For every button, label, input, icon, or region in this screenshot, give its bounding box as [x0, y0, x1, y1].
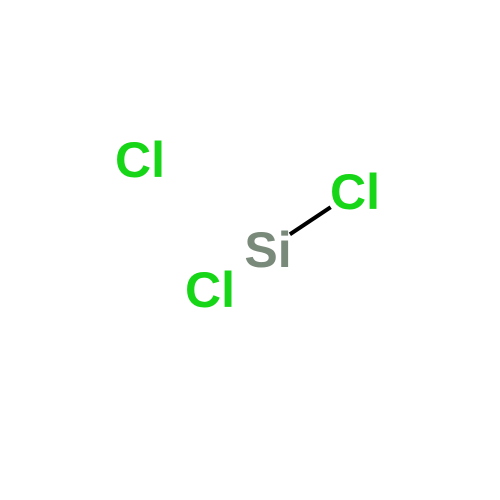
atom-cl1: Cl	[330, 163, 380, 221]
atom-cl3: Cl	[115, 131, 165, 189]
molecule-canvas: SiClClCl	[0, 0, 500, 500]
bond-si-cl1	[289, 206, 332, 236]
atom-cl2: Cl	[185, 261, 235, 319]
atom-si: Si	[244, 221, 291, 279]
